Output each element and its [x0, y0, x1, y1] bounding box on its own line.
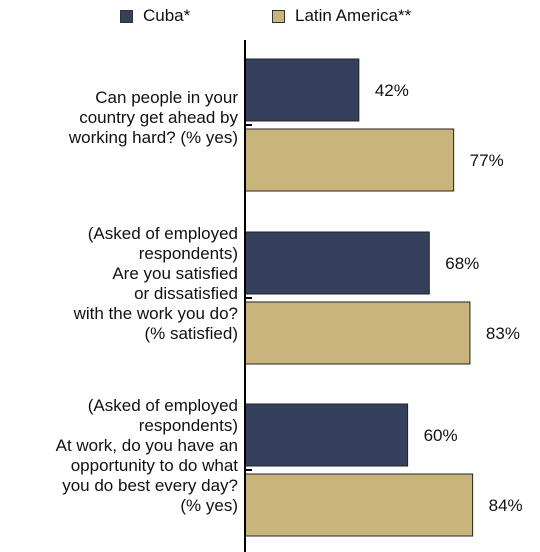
legend-label-latin-america: Latin America** [295, 6, 412, 25]
data-label-cuba-2: 68% [445, 254, 479, 273]
bar-latin-america-3 [244, 473, 474, 537]
legend-swatch-cuba [120, 9, 133, 23]
legend-label-cuba: Cuba* [143, 6, 191, 25]
data-label-cuba-3: 60% [424, 426, 458, 445]
bar-cuba-3 [244, 403, 409, 467]
legend: Cuba* Latin America** [0, 6, 540, 30]
bar-latin-america-1 [244, 128, 455, 192]
legend-item-cuba: Cuba* [120, 6, 190, 26]
bar-latin-america-2 [244, 301, 471, 365]
legend-item-latin-america: Latin America** [272, 6, 411, 26]
data-label-latin-america-3: 84% [489, 496, 523, 515]
category-label-get-ahead: Can people in your country get ahead by … [68, 88, 238, 147]
legend-swatch-latin-america [272, 9, 285, 23]
data-label-latin-america-1: 77% [470, 151, 504, 170]
data-label-latin-america-2: 83% [486, 324, 520, 343]
data-label-cuba-1: 42% [375, 81, 409, 100]
bar-cuba-1 [244, 58, 360, 122]
bar-cuba-2 [244, 231, 430, 295]
category-label-do-best: (Asked of employed respondents) At work,… [55, 396, 238, 515]
category-label-work-satisfaction: (Asked of employed respondents) Are you … [73, 224, 238, 343]
